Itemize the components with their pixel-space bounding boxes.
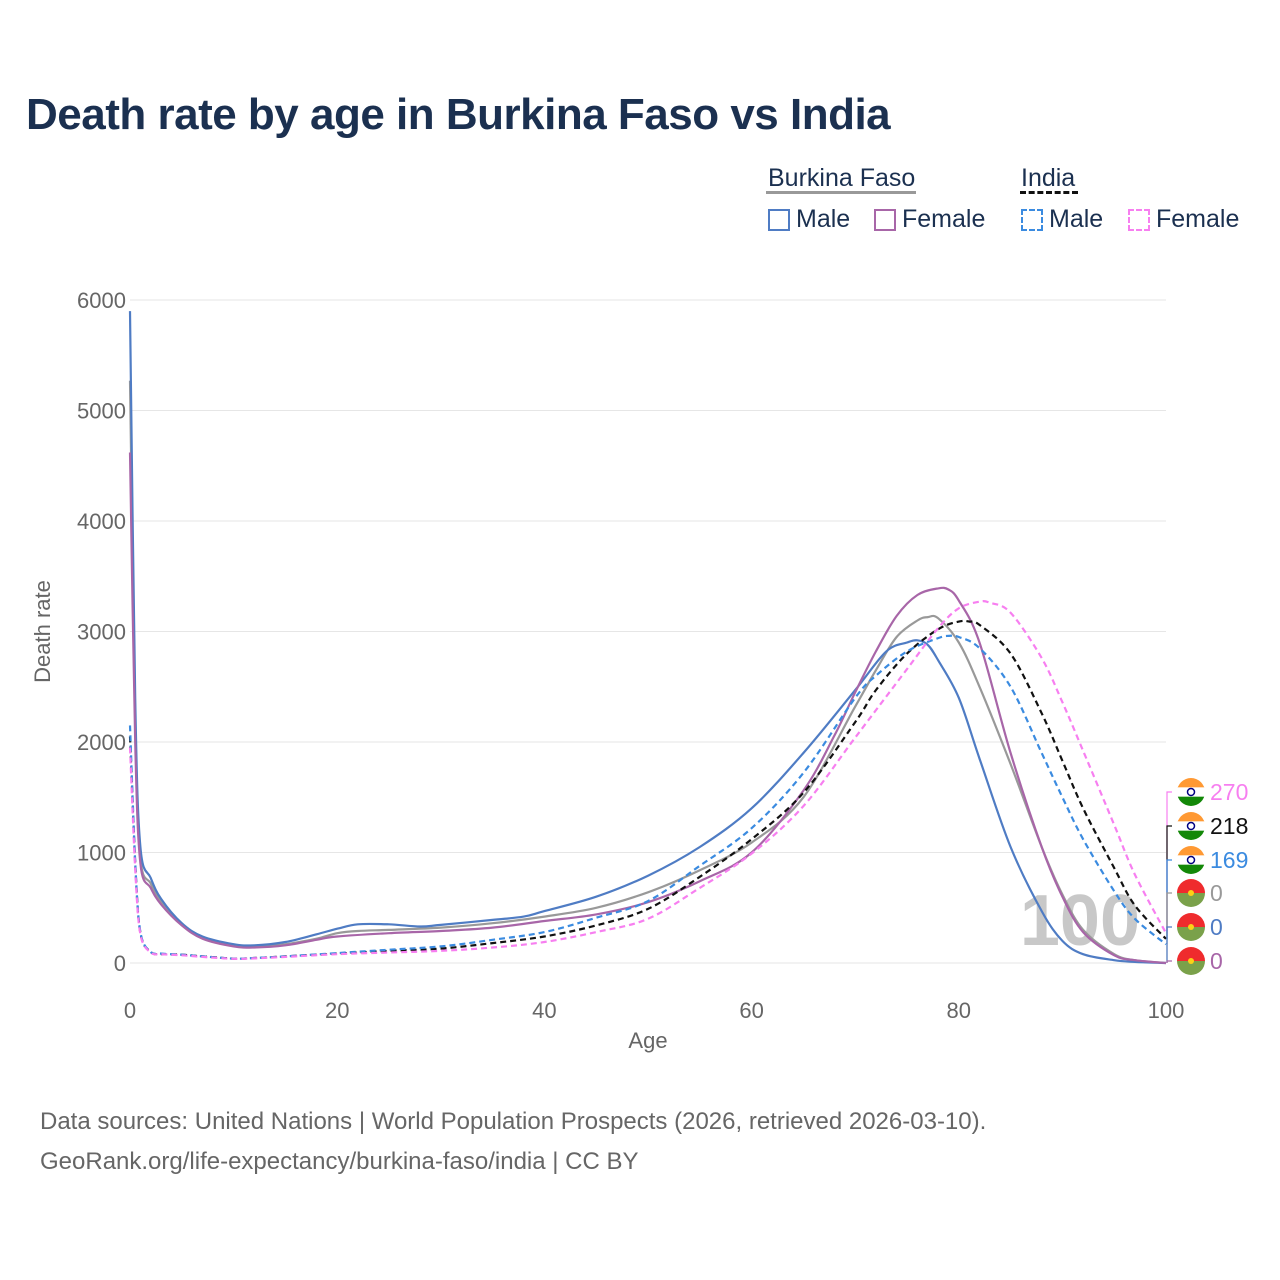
end-label-connector [1166,825,1172,939]
series-line-burkina-faso-male [128,311,1167,965]
x-axis-title: Age [628,1028,667,1053]
end-label-value: 0 [1210,948,1223,974]
legend-swatch-icon [1128,208,1150,231]
y-tick-label: 0 [114,951,126,976]
x-tick-label: 20 [325,998,349,1023]
footer-sources: Data sources: United Nations | World Pop… [40,1108,987,1135]
end-label-connector [1166,926,1172,963]
legend-swatch-icon [874,208,896,231]
legend-underline-india [1020,191,1078,194]
y-tick-label: 1000 [77,841,126,866]
burkina-faso-flag-icon [1177,913,1205,941]
end-label-connector [1166,859,1172,945]
x-tick-label: 80 [947,998,971,1023]
y-tick-label: 2000 [77,730,126,755]
legend-swatch-icon [768,208,790,231]
legend-group-burkina-faso: Burkina Faso [768,164,916,192]
burkina-faso-flag-icon [1177,947,1205,975]
legend-item-burkina-male[interactable]: Male [768,205,850,234]
end-label-value: 218 [1210,813,1248,839]
end-label-connector [1166,791,1172,934]
x-tick-label: 40 [532,998,556,1023]
series-line-india-female [128,600,1167,960]
y-axis-title: Death rate [30,580,55,683]
footer-credit[interactable]: GeoRank.org/life-expectancy/burkina-faso… [40,1148,639,1175]
y-tick-label: 5000 [77,399,126,424]
chart-title: Death rate by age in Burkina Faso vs Ind… [26,90,891,139]
burkina-faso-flag-icon [1177,879,1205,907]
end-label-value: 169 [1210,847,1248,873]
y-tick-label: 6000 [77,288,126,313]
x-tick-label: 60 [739,998,763,1023]
legend-swatch-icon [1021,208,1043,231]
series-line-india-male [128,634,1167,960]
end-label-connector [1166,960,1172,963]
india-flag-icon [1177,846,1205,874]
end-label-value: 0 [1210,914,1223,940]
y-tick-label: 4000 [77,509,126,534]
x-tick-label: 0 [124,998,136,1023]
end-label-value: 0 [1210,880,1223,906]
legend-group-india: India [1021,164,1076,192]
x-tick-label: 100 [1148,998,1185,1023]
legend-item-india-female[interactable]: Female [1128,205,1239,234]
india-flag-icon [1177,778,1205,806]
series-line-burkina-faso-female [128,452,1167,965]
series-line-india-total [128,619,1167,960]
legend-item-burkina-female[interactable]: Female [874,205,985,234]
legend-item-india-male[interactable]: Male [1021,205,1103,234]
india-flag-icon [1177,812,1205,840]
end-label-value: 270 [1210,779,1248,805]
end-label-connector [1166,892,1172,963]
watermark-age: 100 [1020,881,1140,961]
y-tick-label: 3000 [77,620,126,645]
legend-underline-burkina-faso [766,191,916,194]
